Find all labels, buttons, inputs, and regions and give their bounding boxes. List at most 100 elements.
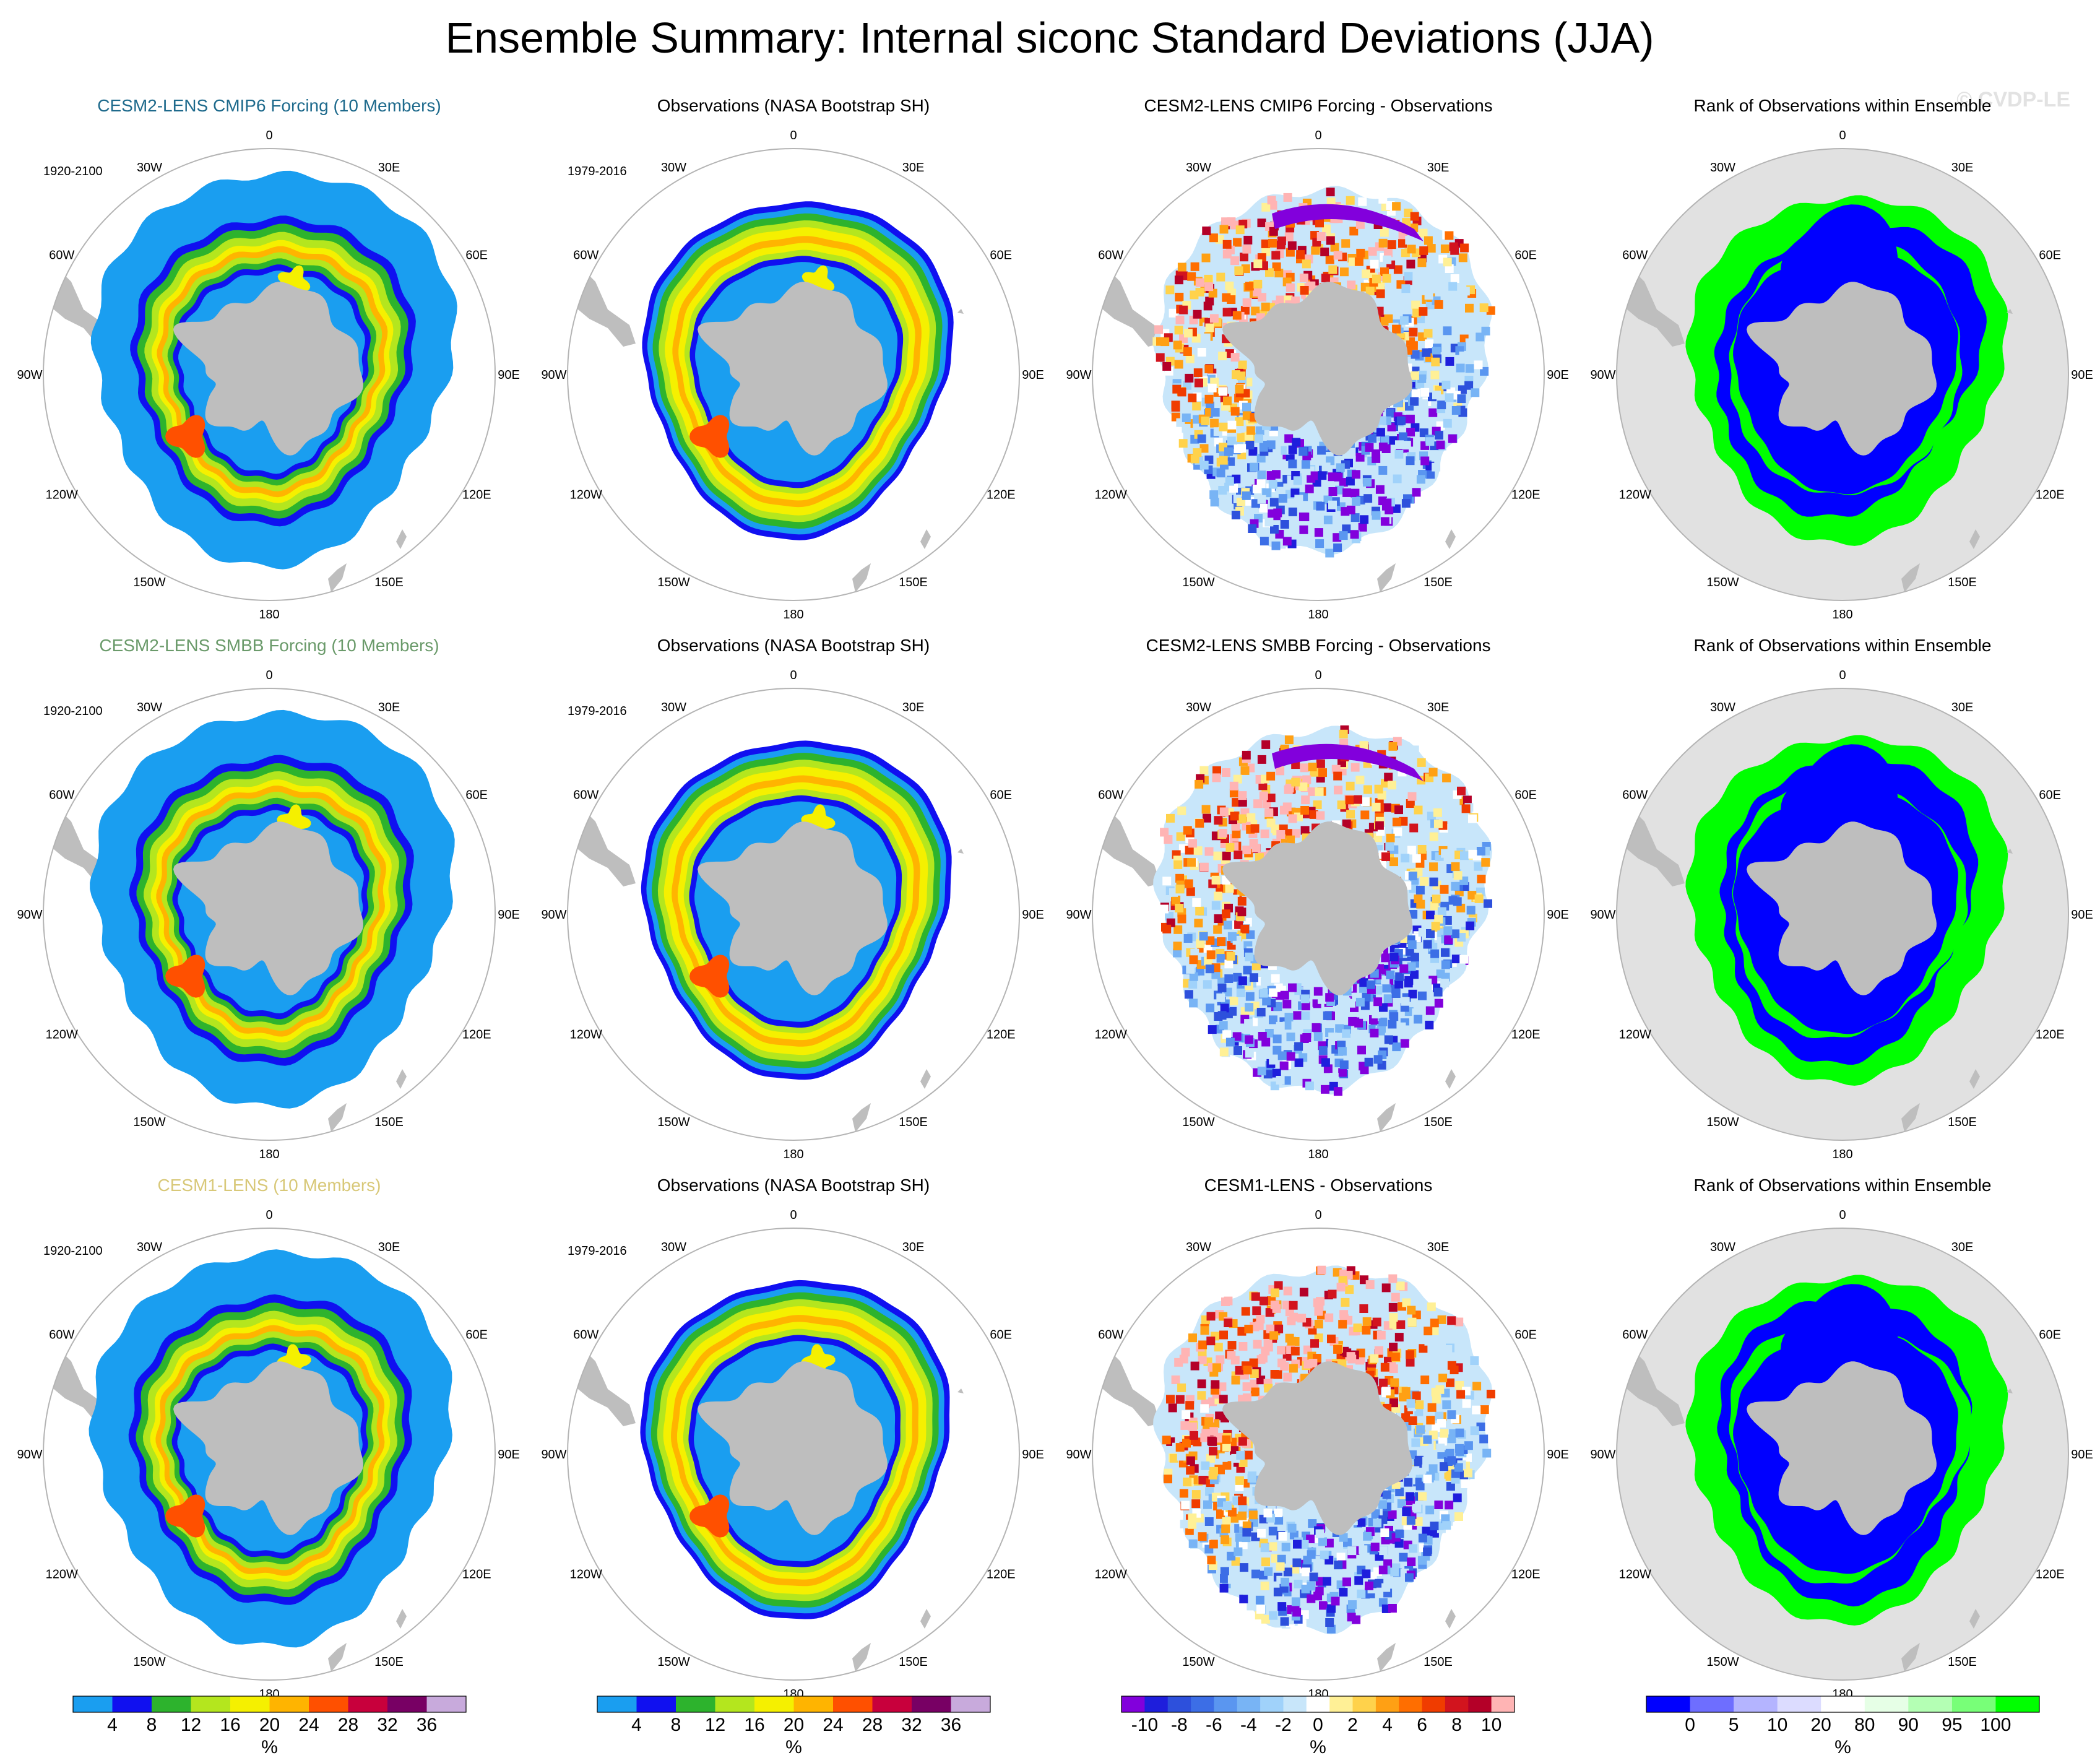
colorbar-tick: 90: [1898, 1715, 1919, 1735]
colorbar-tick: -4: [1240, 1715, 1257, 1735]
colorbar-swatch: [636, 1696, 676, 1712]
high-variance-patch: [165, 1494, 205, 1538]
antarctica-land: [1747, 282, 1937, 456]
lon-label: 90W: [1066, 908, 1091, 922]
lon-label: 90W: [541, 1448, 566, 1462]
colorbar-tick: 12: [181, 1715, 201, 1735]
south-america-land: [46, 1346, 111, 1426]
new-zealand-land: [328, 1103, 347, 1132]
lon-label: 180: [259, 608, 279, 622]
colorbar-swatch: [1283, 1696, 1307, 1712]
lon-label: 150W: [1706, 1115, 1739, 1129]
antarctica-land: [698, 1361, 888, 1535]
lon-label: 90W: [541, 908, 566, 922]
panel-period: 1920-2100: [43, 165, 103, 178]
tasmania-land: [920, 1609, 931, 1629]
lon-label: 120E: [462, 1568, 491, 1582]
colorbar-swatch: [1445, 1696, 1469, 1712]
high-variance-patch: [165, 415, 205, 458]
lon-label: 30W: [137, 1241, 162, 1254]
map-panel-obs: Observations (NASA Bootstrap SH) 1979-201…: [541, 1176, 1044, 1701]
kerguelen-land: [957, 309, 964, 314]
map-boundary: [1092, 148, 1545, 601]
colorbar-swatch: [1422, 1696, 1446, 1712]
colorbar-unit: %: [785, 1737, 802, 1757]
lon-label: 60W: [573, 249, 598, 262]
colorbar-swatch: [1144, 1696, 1169, 1712]
colorbar-swatch: [1214, 1696, 1238, 1712]
polar-disc: [571, 201, 964, 592]
colorbar-swatch: [1191, 1696, 1214, 1712]
lon-label: 30E: [378, 1241, 400, 1254]
tasmania-land: [920, 529, 931, 549]
lon-label: 90E: [2071, 368, 2093, 382]
lon-label: 30W: [661, 161, 686, 175]
panel-title: CESM2-LENS CMIP6 Forcing - Observations: [1144, 96, 1492, 115]
colorbar-tick: -8: [1171, 1715, 1188, 1735]
lon-label: 150E: [1948, 1115, 1977, 1129]
colorbar-swatch: [1821, 1696, 1865, 1712]
mid-variance-patch: [277, 1344, 311, 1379]
lon-label: 60E: [2039, 249, 2061, 262]
new-zealand-land: [1901, 563, 1920, 592]
colorbar-swatch: [754, 1696, 794, 1712]
map-panel-diff: CESM1-LENS - Observations 0 30E 60E 90E 120E 1…: [1066, 1176, 1568, 1701]
colorbar-swatch: [191, 1696, 231, 1712]
colorbar-tick: 32: [901, 1715, 922, 1735]
panel-title: Observations (NASA Bootstrap SH): [657, 96, 930, 115]
lon-label: 120W: [1619, 1028, 1651, 1042]
colorbar-tick: 80: [1854, 1715, 1875, 1735]
colorbar-tick: 4: [631, 1715, 642, 1735]
lon-label: 150E: [1424, 1115, 1453, 1129]
panel-title: CESM1-LENS - Observations: [1204, 1176, 1433, 1195]
lon-label: 150W: [657, 576, 689, 589]
lon-label: 0: [790, 129, 797, 142]
lon-label: 0: [1315, 129, 1321, 142]
lon-label: 180: [1832, 1148, 1852, 1161]
tasmania-land: [1445, 1069, 1456, 1089]
lon-label: 0: [1839, 1208, 1846, 1222]
high-variance-patch: [689, 1494, 730, 1538]
lon-label: 150E: [1424, 1655, 1453, 1669]
colorbar-swatch: [1908, 1696, 1953, 1712]
lon-label: 90E: [2071, 1448, 2093, 1462]
map-panel-diff: CESM2-LENS CMIP6 Forcing - Observations 0…: [1066, 96, 1568, 622]
new-zealand-land: [328, 1643, 347, 1672]
colorbar-swatch: [230, 1696, 270, 1712]
colorbar-swatch: [1646, 1696, 1691, 1712]
lon-label: 90E: [498, 1448, 520, 1462]
lon-label: 90W: [541, 368, 566, 382]
lon-label: 150E: [899, 576, 928, 589]
polar-disc: [1617, 1228, 2068, 1680]
polar-disc: [1095, 725, 1493, 1132]
colorbar-tick: 6: [1417, 1715, 1427, 1735]
colorbar-swatch: [715, 1696, 755, 1712]
colorbar-tick: 0: [1685, 1715, 1695, 1735]
polar-disc: [1095, 186, 1495, 592]
colorbar-swatch: [309, 1696, 348, 1712]
colorbar-tick: 24: [823, 1715, 843, 1735]
map-boundary: [567, 1228, 1020, 1681]
lon-label: 30W: [1186, 161, 1211, 175]
tasmania-land: [920, 1069, 931, 1089]
lon-label: 60W: [1098, 249, 1123, 262]
panel-title: CESM2-LENS SMBB Forcing - Observations: [1146, 636, 1490, 655]
colorbar-swatch: [152, 1696, 191, 1712]
colorbar-swatch: [387, 1696, 427, 1712]
lon-label: 120W: [1095, 488, 1127, 502]
colorbar-tick: 36: [417, 1715, 437, 1735]
colorbar-unit: %: [261, 1737, 278, 1757]
lon-label: 30E: [1951, 701, 1974, 714]
tasmania-land: [1969, 1069, 1980, 1089]
antarctica-land: [1747, 821, 1937, 995]
panel-title: CESM2-LENS SMBB Forcing (10 Members): [99, 636, 439, 655]
lon-label: 180: [1832, 608, 1852, 622]
lon-label: 60E: [990, 249, 1012, 262]
panel-period: 1920-2100: [43, 704, 103, 718]
lon-label: 90E: [1547, 908, 1569, 922]
colorbar-tick: 8: [147, 1715, 157, 1735]
mid-variance-patch: [801, 804, 836, 839]
new-zealand-land: [1377, 1643, 1396, 1672]
colorbar-swatch: [1352, 1696, 1376, 1712]
